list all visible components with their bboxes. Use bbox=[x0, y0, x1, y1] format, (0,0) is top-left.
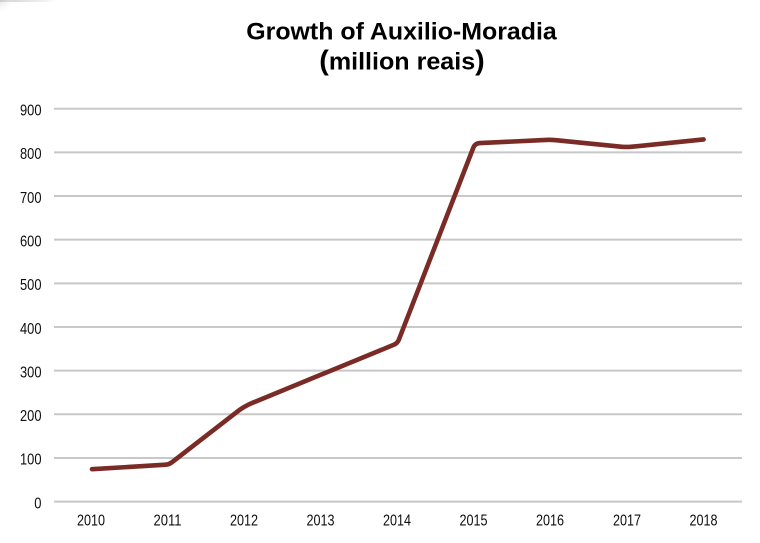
svg-text:2018: 2018 bbox=[690, 512, 718, 529]
svg-text:800: 800 bbox=[20, 146, 42, 163]
svg-text:700: 700 bbox=[20, 190, 42, 207]
svg-text:2013: 2013 bbox=[307, 512, 335, 529]
svg-text:200: 200 bbox=[20, 408, 42, 425]
svg-text:2015: 2015 bbox=[460, 512, 488, 529]
svg-text:Growth of Auxilio-Moradia: Growth of Auxilio-Moradia bbox=[246, 19, 557, 46]
svg-text:0: 0 bbox=[34, 495, 42, 512]
svg-text:2014: 2014 bbox=[383, 512, 411, 529]
svg-text:2016: 2016 bbox=[536, 512, 564, 529]
svg-text:600: 600 bbox=[20, 234, 42, 251]
svg-text:(million reais): (million reais) bbox=[319, 45, 484, 76]
svg-text:2012: 2012 bbox=[230, 512, 258, 529]
svg-text:2017: 2017 bbox=[613, 512, 641, 529]
svg-text:400: 400 bbox=[20, 321, 42, 338]
svg-text:300: 300 bbox=[20, 364, 42, 381]
svg-text:500: 500 bbox=[20, 277, 42, 294]
svg-text:900: 900 bbox=[20, 103, 42, 120]
svg-text:2011: 2011 bbox=[154, 512, 182, 529]
svg-text:100: 100 bbox=[20, 452, 42, 469]
svg-text:2010: 2010 bbox=[77, 512, 105, 529]
